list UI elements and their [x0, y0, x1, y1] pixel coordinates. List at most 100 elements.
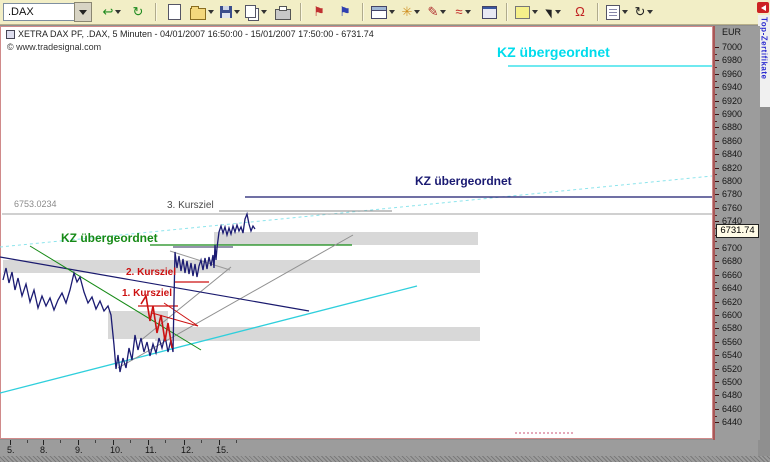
save-button-icon: [220, 6, 232, 18]
y-axis[interactable]: EUR 6731.74 7000 6980 6960 6940 6920 6900 6880…: [713, 26, 760, 440]
annotation-kursziel-2: 2. Kursziel: [126, 267, 177, 278]
right-margin: [758, 107, 770, 456]
y-tick-label: 6800: [722, 176, 743, 186]
dropdown-caret-icon: [622, 10, 628, 14]
y-minor-tick: [715, 187, 717, 189]
x-minor-tick: [130, 440, 131, 443]
magnet-snap-button[interactable]: Ω: [568, 1, 592, 23]
y-tick: [715, 422, 719, 424]
y-minor-tick: [715, 361, 717, 363]
x-minor-tick: [236, 440, 237, 443]
print-button[interactable]: [271, 1, 295, 23]
y-minor-tick: [715, 174, 717, 176]
refresh-symbol-button[interactable]: ↩: [100, 1, 124, 23]
dropdown-caret-icon: [261, 10, 267, 14]
cursor-tool-button[interactable]: [542, 1, 566, 23]
y-minor-tick: [715, 308, 717, 310]
dropdown-caret-icon: [532, 10, 538, 14]
jump-previous-button[interactable]: ⚑: [307, 1, 331, 23]
highlight-box-button-icon: [515, 5, 530, 19]
y-tick: [715, 114, 719, 115]
reload-data-button-icon: ↻: [132, 4, 144, 19]
symbol-combobox[interactable]: .DAX: [3, 2, 92, 22]
y-tick-label: 6480: [722, 390, 743, 401]
copy-button[interactable]: [244, 1, 269, 23]
top-zertifikate-tab[interactable]: Top-Zertifikate: [758, 15, 770, 107]
chart-title-text: XETRA DAX PF, .DAX, 5 Minuten - 04/01/20…: [18, 29, 374, 39]
highlight-zone: [155, 327, 480, 341]
zigzag-tool-button[interactable]: ≈: [451, 1, 475, 23]
collapse-panel-icon[interactable]: [757, 2, 769, 13]
consolidation-wedge: [169, 250, 231, 271]
refresh-symbol-button-icon: ↩: [102, 4, 114, 19]
x-minor-tick: [27, 440, 28, 443]
new-document-button[interactable]: [162, 1, 186, 23]
red-measure-2: [163, 302, 199, 327]
watermark-marks: [515, 432, 573, 434]
y-tick: [715, 248, 719, 249]
y-minor-tick: [715, 415, 717, 417]
symbol-combobox-value[interactable]: .DAX: [3, 3, 74, 21]
auto-refresh-button[interactable]: ↻: [632, 1, 656, 23]
y-tick-label: 6660: [722, 269, 743, 280]
chart-canvas[interactable]: [0, 26, 713, 439]
y-minor-tick: [715, 80, 717, 82]
highlight-zone: [3, 260, 480, 273]
y-tick: [715, 73, 719, 75]
cyan-dashed-trend: [0, 175, 713, 248]
y-tick: [715, 395, 719, 397]
chart-window-icon: [6, 29, 15, 39]
chart-source: © www.tradesignal.com: [7, 42, 102, 52]
x-tick: [43, 440, 44, 445]
y-minor-tick: [715, 53, 717, 55]
effects-button[interactable]: ✳: [399, 1, 423, 23]
price-line: [2, 211, 256, 373]
highlight-box-button[interactable]: [513, 1, 540, 23]
dropdown-caret-icon: [234, 10, 240, 14]
y-minor-tick: [715, 201, 717, 203]
y-tick: [715, 60, 719, 62]
y-minor-tick: [715, 107, 717, 109]
y-tick: [715, 328, 719, 330]
y-tick-label: 7000: [722, 42, 743, 52]
save-button[interactable]: [218, 1, 242, 23]
annotation-level-6753: 6753.0234: [14, 199, 57, 209]
effects-button-icon: ✳: [401, 4, 413, 19]
draw-indicator-button[interactable]: ✎: [425, 1, 449, 23]
jump-next-button[interactable]: ⚑: [333, 1, 357, 23]
combobox-dropdown-icon[interactable]: [74, 2, 92, 22]
y-tick: [715, 408, 719, 410]
y-tick: [715, 167, 719, 169]
y-minor-tick: [715, 93, 717, 95]
magnet-snap-button-icon: Ω: [575, 4, 585, 19]
toolbar-separator: [506, 3, 508, 21]
annotation-kursziel-3: 3. Kursziel: [167, 200, 214, 211]
y-minor-tick: [715, 214, 717, 216]
open-file-button[interactable]: [188, 1, 216, 23]
y-tick-label: 6940: [722, 82, 743, 93]
x-tick-label: 12.: [181, 445, 194, 455]
last-price-badge: 6731.74: [716, 224, 759, 238]
x-axis[interactable]: 5. 8. 9. 10. 11. 12. 15.: [0, 440, 758, 456]
auto-refresh-button-icon: ↻: [634, 4, 646, 19]
reload-data-button[interactable]: ↻: [126, 1, 150, 23]
dropdown-caret-icon: [414, 10, 421, 14]
jump-next-button-icon: ⚑: [339, 4, 351, 19]
green-downtrend: [29, 245, 202, 351]
y-tick-label: 6440: [722, 417, 743, 428]
chart-type-button[interactable]: [369, 1, 397, 23]
dropdown-caret-icon: [554, 10, 561, 14]
dropdown-caret-icon: [389, 10, 395, 14]
x-tick: [184, 440, 185, 445]
annotation-kz-uebergeordnet-green: KZ übergeordnet: [61, 231, 158, 245]
zigzag-tool-button-icon: ≈: [455, 4, 463, 19]
draw-indicator-button-icon: ✎: [427, 4, 439, 19]
y-tick: [715, 261, 719, 263]
y-tick-label: 6500: [722, 377, 743, 387]
y-tick: [715, 127, 719, 129]
properties-button[interactable]: [477, 1, 501, 23]
y-tick-label: 6620: [722, 296, 743, 307]
toolbar-separator: [597, 3, 599, 21]
alerts-button[interactable]: [604, 1, 630, 23]
y-tick-label: 6580: [722, 323, 743, 334]
